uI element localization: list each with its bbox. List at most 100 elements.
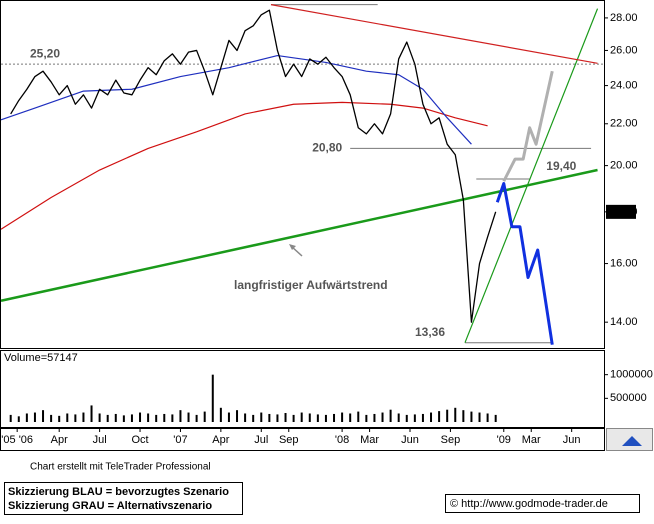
x-tick-label: Jul <box>254 434 268 446</box>
y-tick-label: 14.00 <box>610 316 638 328</box>
volume-bar <box>389 409 392 422</box>
current-price-label: 18.00 <box>609 206 637 218</box>
volume-bar <box>9 414 12 422</box>
volume-bar <box>494 414 497 422</box>
url: © http://www.godmode-trader.de <box>450 498 608 510</box>
volume-bar <box>292 414 295 422</box>
x-tick-label: '09 <box>497 434 511 446</box>
volume-bar <box>470 411 473 422</box>
volume-bar <box>90 405 93 422</box>
volume-bar <box>114 413 117 422</box>
volume-bar <box>98 413 101 422</box>
volume-bar <box>147 413 150 422</box>
volume-bar <box>381 412 384 422</box>
volume-bar <box>219 407 222 422</box>
scenario-blue <box>495 182 554 345</box>
volume-bar <box>203 411 206 422</box>
y-tick-label: 22.00 <box>610 118 638 130</box>
y-tick-label: 16.00 <box>610 257 638 269</box>
trend-line <box>464 8 599 343</box>
y-tick-label: 20.00 <box>610 160 638 172</box>
level-label: 13,36 <box>415 325 445 339</box>
volume-bar <box>341 412 344 422</box>
scenario-gray <box>502 70 554 182</box>
volume-tick-label: 500000 <box>610 392 647 404</box>
volume-bar <box>268 413 271 422</box>
volume-bar <box>42 410 45 422</box>
y-tick-label: 26.00 <box>610 44 638 56</box>
x-tick-label: Apr <box>51 434 68 446</box>
credit: Chart erstellt mit TeleTrader Profession… <box>30 462 211 473</box>
level-label: 25,20 <box>30 46 60 60</box>
annotation: langfristiger Aufwärtstrend <box>234 278 388 292</box>
volume-bar <box>276 414 279 422</box>
volume-bar <box>333 413 336 422</box>
volume-bar <box>365 414 368 422</box>
x-tick-label: '05 '06 <box>1 434 33 446</box>
x-axis-panel <box>0 428 605 451</box>
volume-bar <box>236 410 239 422</box>
volume-bar <box>252 414 255 422</box>
x-tick-label: Jul <box>93 434 107 446</box>
x-tick-label: Sep <box>441 434 461 446</box>
level-label: 19,40 <box>546 159 576 173</box>
volume-bar <box>227 412 230 422</box>
volume-bar <box>454 407 457 422</box>
volume-bar <box>260 412 263 422</box>
legend-box <box>4 482 243 515</box>
volume-bar <box>195 414 198 422</box>
volume-bar <box>66 413 69 422</box>
volume-bar <box>413 414 416 422</box>
volume-bar <box>25 413 28 422</box>
x-tick-label: Jun <box>563 434 581 446</box>
volume-bar <box>397 413 400 422</box>
volume-bar <box>430 412 433 422</box>
volume-bar <box>106 414 109 422</box>
moving-average-200 <box>0 101 488 230</box>
x-tick-label: Mar <box>522 434 541 446</box>
volume-bar <box>438 411 441 422</box>
url-box <box>445 494 640 513</box>
trend-line <box>0 168 598 302</box>
volume-bar <box>405 414 408 422</box>
volume-bar <box>139 412 142 422</box>
volume-bar <box>187 412 190 422</box>
y-tick-label: 28.00 <box>610 12 638 24</box>
volume-bar <box>163 413 166 422</box>
volume-bar <box>308 413 311 422</box>
x-tick-label: Apr <box>212 434 229 446</box>
volume-bar <box>446 409 449 422</box>
volume-bar <box>349 413 352 422</box>
level-label: 20,80 <box>312 141 342 155</box>
x-tick-label: Jun <box>401 434 419 446</box>
volume-bar <box>462 410 465 422</box>
annotation-arrowhead <box>289 244 296 250</box>
plot: 14.00 16.00 18.00 20.00 22.00 24.00 26.00 28.00… <box>0 4 653 446</box>
legend-blue: Skizzierung BLAU = bevorzugtes Szenario <box>8 486 229 498</box>
volume-bar <box>155 414 158 422</box>
x-tick-label: Oct <box>131 434 148 446</box>
volume-tick-label: 1000000 <box>610 369 653 381</box>
trend-line <box>270 4 598 64</box>
volume-bar <box>316 414 319 422</box>
x-tick-label: Sep <box>279 434 299 446</box>
volume-bar <box>33 412 36 422</box>
volume-label: Volume=57147 <box>4 352 78 364</box>
volume-bar <box>300 412 303 422</box>
volume-bar <box>284 413 287 422</box>
x-tick-label: '08 <box>335 434 349 446</box>
volume-bar <box>179 410 182 422</box>
volume-bar <box>478 412 481 422</box>
y-tick-label: 24.00 <box>610 79 638 91</box>
moving-average-38 <box>0 54 472 145</box>
nav-icon[interactable] <box>622 436 642 446</box>
volume-bar <box>244 413 247 422</box>
volume-bar <box>130 414 133 422</box>
x-tick-label: Mar <box>360 434 379 446</box>
volume-bar <box>74 414 77 422</box>
volume-bar <box>17 416 20 422</box>
volume-bar <box>82 412 85 422</box>
current-price-box <box>606 204 636 219</box>
volume-bar <box>421 413 424 422</box>
